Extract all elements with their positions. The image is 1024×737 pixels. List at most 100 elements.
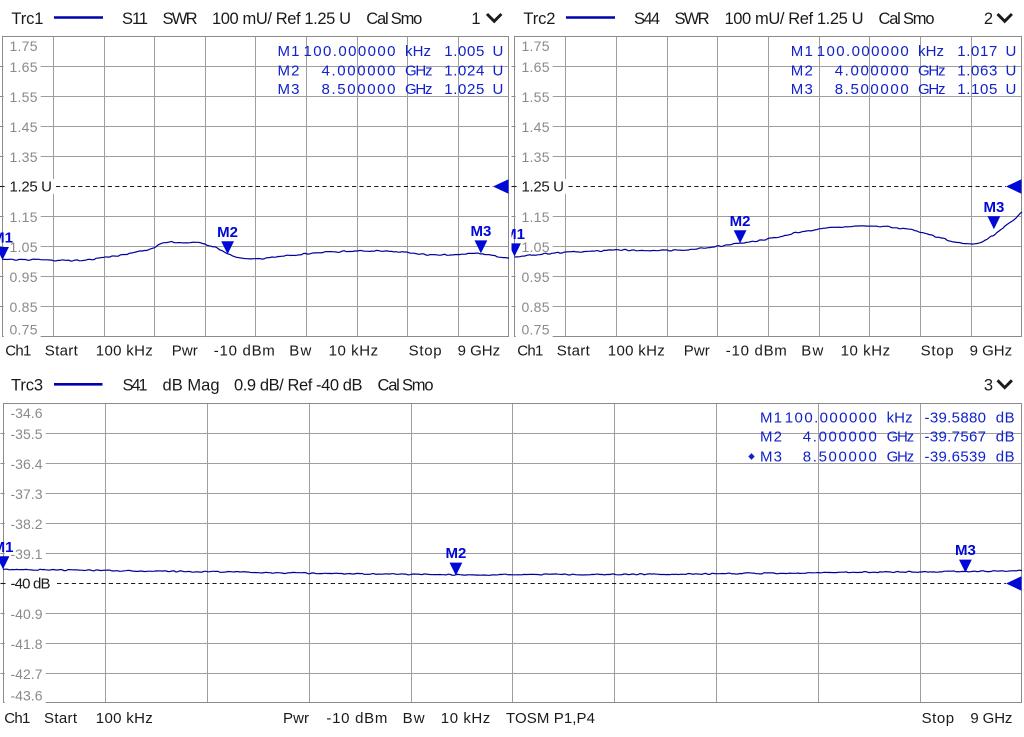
svg-text:1: 1 xyxy=(471,10,480,28)
svg-text:1.05: 1.05 xyxy=(522,239,550,255)
svg-text:10 kHz: 10 kHz xyxy=(441,710,491,727)
svg-text:GHz: GHz xyxy=(918,62,946,79)
svg-text:1.05: 1.05 xyxy=(10,239,38,255)
svg-text:M3: M3 xyxy=(983,199,1004,216)
svg-text:Start: Start xyxy=(45,343,79,360)
svg-text:1.063: 1.063 xyxy=(957,62,997,79)
svg-text:M1: M1 xyxy=(760,409,782,426)
svg-text:9 GHz: 9 GHz xyxy=(458,343,501,360)
svg-text:100 mU/ Ref 1.25 U: 100 mU/ Ref 1.25 U xyxy=(725,10,864,28)
svg-text:1.005: 1.005 xyxy=(444,43,484,60)
svg-text:1.75: 1.75 xyxy=(522,38,550,54)
svg-text:TOSM P1,P4: TOSM P1,P4 xyxy=(506,710,595,727)
svg-text:dB: dB xyxy=(996,409,1015,426)
svg-text:-39.7567: -39.7567 xyxy=(925,429,987,446)
svg-text:8.500000: 8.500000 xyxy=(322,81,396,98)
svg-text:-42.7: -42.7 xyxy=(11,666,43,682)
svg-text:1.55: 1.55 xyxy=(10,89,38,105)
svg-text:Ch1: Ch1 xyxy=(4,710,30,727)
svg-text:-10 dBm: -10 dBm xyxy=(726,343,787,360)
svg-text:M2: M2 xyxy=(445,545,466,562)
svg-text:Bw: Bw xyxy=(289,343,311,360)
svg-text:100.000000: 100.000000 xyxy=(304,43,396,60)
svg-text:M1: M1 xyxy=(504,226,525,243)
svg-text:S11: S11 xyxy=(122,10,148,28)
svg-text:M3: M3 xyxy=(955,542,976,559)
svg-text:GHz: GHz xyxy=(405,81,433,98)
svg-text:0.95: 0.95 xyxy=(10,269,38,285)
svg-text:-10 dBm: -10 dBm xyxy=(214,343,275,360)
svg-text:0.85: 0.85 xyxy=(522,299,550,315)
svg-text:4.000000: 4.000000 xyxy=(835,62,909,79)
svg-text:1.15: 1.15 xyxy=(10,209,38,225)
svg-text:dB Mag: dB Mag xyxy=(163,376,220,394)
svg-text:Bw: Bw xyxy=(801,343,823,360)
svg-text:100 mU/ Ref 1.25 U: 100 mU/ Ref 1.25 U xyxy=(212,10,351,28)
svg-text:0.85: 0.85 xyxy=(10,299,38,315)
svg-text:1.55: 1.55 xyxy=(522,89,550,105)
svg-text:1.75: 1.75 xyxy=(10,38,38,54)
svg-text:M2: M2 xyxy=(278,62,300,79)
svg-text:-37.3: -37.3 xyxy=(11,486,43,502)
svg-text:8.500000: 8.500000 xyxy=(803,449,877,466)
svg-text:M1: M1 xyxy=(278,43,300,60)
svg-text:9 GHz: 9 GHz xyxy=(970,343,1013,360)
svg-text:GHz: GHz xyxy=(405,62,433,79)
svg-text:10 kHz: 10 kHz xyxy=(841,343,891,360)
svg-text:1.15: 1.15 xyxy=(522,209,550,225)
svg-text:Ch1: Ch1 xyxy=(5,343,31,360)
svg-text:GHz: GHz xyxy=(887,429,915,446)
svg-text:100.000000: 100.000000 xyxy=(785,409,877,426)
svg-text:Pwr: Pwr xyxy=(283,710,309,727)
svg-text:GHz: GHz xyxy=(918,81,946,98)
svg-text:1.025: 1.025 xyxy=(444,81,484,98)
svg-text:1.25 U: 1.25 U xyxy=(10,179,53,196)
svg-text:1.45: 1.45 xyxy=(10,119,38,135)
svg-text:Stop: Stop xyxy=(921,343,954,360)
svg-text:M3: M3 xyxy=(791,81,813,98)
svg-text:-35.5: -35.5 xyxy=(11,426,43,442)
svg-text:1.35: 1.35 xyxy=(10,149,38,165)
svg-text:Start: Start xyxy=(557,343,591,360)
svg-text:U: U xyxy=(1006,43,1017,60)
svg-text:8.500000: 8.500000 xyxy=(835,81,909,98)
svg-text:Bw: Bw xyxy=(403,710,425,727)
svg-text:-40 dB: -40 dB xyxy=(11,576,51,593)
svg-text:100 kHz: 100 kHz xyxy=(608,343,665,360)
svg-text:M1: M1 xyxy=(791,43,813,60)
svg-text:-41.8: -41.8 xyxy=(11,636,43,652)
svg-text:1.65: 1.65 xyxy=(522,59,550,75)
svg-text:1.45: 1.45 xyxy=(522,119,550,135)
svg-text:M2: M2 xyxy=(760,429,782,446)
svg-text:4.000000: 4.000000 xyxy=(803,429,877,446)
svg-text:1.105: 1.105 xyxy=(957,81,997,98)
svg-text:M2: M2 xyxy=(730,213,751,230)
svg-text:3: 3 xyxy=(984,376,993,394)
svg-text:10 kHz: 10 kHz xyxy=(329,343,379,360)
svg-text:100 kHz: 100 kHz xyxy=(96,710,153,727)
svg-text:Cal Smo: Cal Smo xyxy=(378,376,434,394)
svg-text:0.75: 0.75 xyxy=(522,322,550,338)
svg-text:Stop: Stop xyxy=(922,710,955,727)
svg-text:100.000000: 100.000000 xyxy=(817,43,909,60)
svg-text:4.000000: 4.000000 xyxy=(322,62,396,79)
svg-text:Start: Start xyxy=(44,710,78,727)
svg-text:0.9 dB/ Ref -40 dB: 0.9 dB/ Ref -40 dB xyxy=(234,376,363,394)
svg-text:GHz: GHz xyxy=(887,449,915,466)
svg-text:-39.5880: -39.5880 xyxy=(925,409,987,426)
svg-text:-38.2: -38.2 xyxy=(11,516,43,532)
svg-text:Pwr: Pwr xyxy=(172,343,198,360)
svg-text:M1: M1 xyxy=(0,539,13,556)
svg-text:9 GHz: 9 GHz xyxy=(970,710,1012,727)
svg-text:Trc3: Trc3 xyxy=(11,376,43,394)
svg-text:kHz: kHz xyxy=(918,43,944,60)
svg-text:-39.1: -39.1 xyxy=(11,546,43,562)
svg-text:U: U xyxy=(1006,62,1017,79)
svg-text:Stop: Stop xyxy=(409,343,442,360)
svg-text:0.95: 0.95 xyxy=(522,269,550,285)
svg-text:SWR: SWR xyxy=(675,10,710,28)
svg-text:-34.6: -34.6 xyxy=(11,405,43,421)
svg-text:0.75: 0.75 xyxy=(10,322,38,338)
svg-text:-43.6: -43.6 xyxy=(11,688,43,704)
svg-text:Trc2: Trc2 xyxy=(523,10,555,28)
